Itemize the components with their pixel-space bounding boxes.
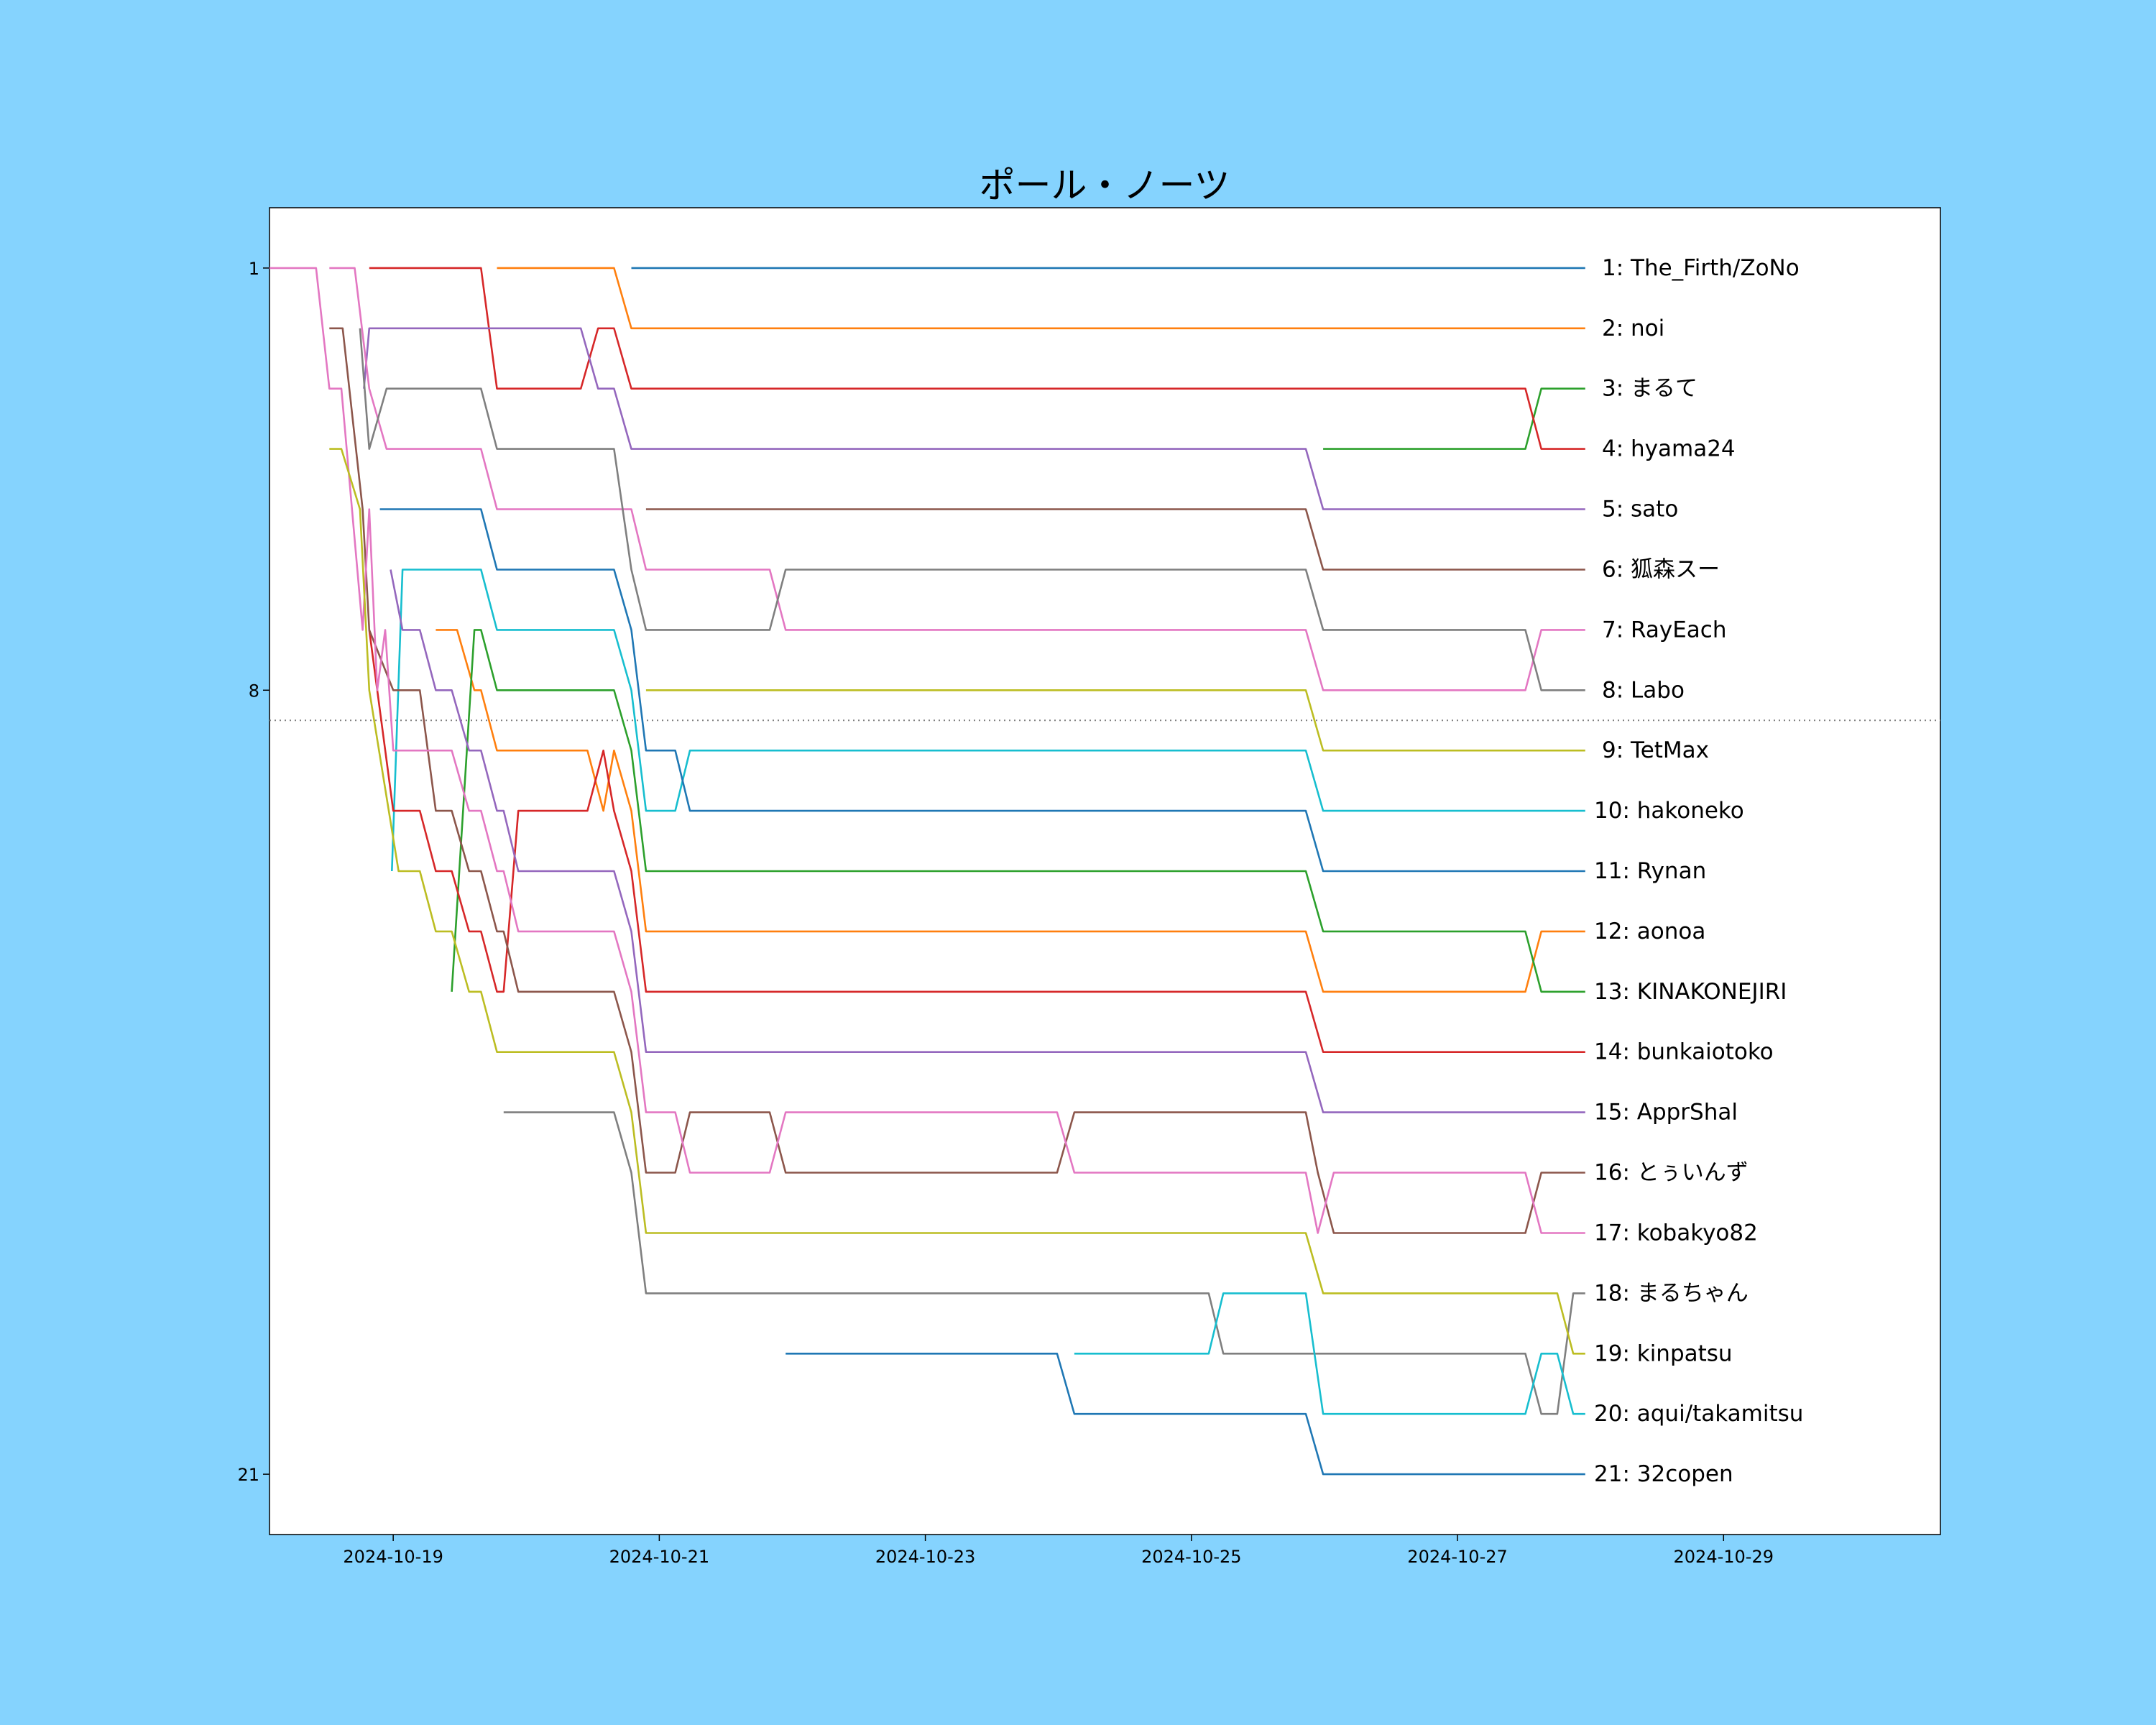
series-line-21 — [786, 1353, 1585, 1476]
series-label: 5: sato — [1602, 497, 1678, 523]
x-tick-label: 2024-10-25 — [1141, 1547, 1241, 1567]
series-line-5 — [363, 327, 1585, 510]
series-label: 16: とぅいんず — [1594, 1160, 1749, 1186]
y-tick-label: 21 — [237, 1465, 259, 1485]
x-tick-label: 2024-10-29 — [1674, 1547, 1774, 1567]
series-label: 12: aonoa — [1594, 919, 1705, 944]
series-label: 14: bunkaiotoko — [1594, 1039, 1774, 1065]
series-label: 2: noi — [1602, 316, 1664, 341]
x-tick-label: 2024-10-27 — [1407, 1547, 1507, 1567]
series-label: 9: TetMax — [1602, 737, 1709, 763]
series-label: 4: hyama24 — [1602, 436, 1736, 462]
series-line-8 — [359, 328, 1585, 691]
series-lines — [270, 267, 1585, 1476]
series-label: 8: Labo — [1602, 677, 1685, 703]
series-label: 15: ApprShal — [1594, 1100, 1738, 1126]
series-line-12 — [436, 629, 1585, 993]
series-line-2 — [497, 267, 1585, 330]
series-line-9 — [645, 689, 1585, 752]
series-label: 21: 32copen — [1594, 1461, 1733, 1487]
series-line-15 — [390, 569, 1585, 1113]
series-label: 19: kinpatsu — [1594, 1340, 1733, 1366]
series-line-10 — [391, 569, 1585, 872]
series-line-13 — [451, 629, 1585, 993]
series-line-6 — [645, 508, 1585, 571]
series-line-17 — [270, 267, 1585, 1234]
x-tick-label: 2024-10-19 — [343, 1547, 443, 1567]
chart-title: ポール・ノーツ — [980, 165, 1230, 206]
y-tick-label: 8 — [249, 681, 259, 701]
series-line-19 — [329, 448, 1585, 1355]
series-label: 7: RayEach — [1602, 617, 1727, 643]
x-axis: 2024-10-19 2024-10-21 2024-10-23 2024-10-25… — [343, 1535, 1774, 1567]
series-label: 1: The_Firth/ZoNo — [1602, 255, 1800, 281]
series-label: 20: aqui/takamitsu — [1594, 1401, 1803, 1427]
series-line-20 — [1074, 1292, 1585, 1415]
series-label: 11: Rynan — [1594, 858, 1706, 884]
series-label: 6: 狐森スー — [1602, 556, 1720, 582]
x-tick-label: 2024-10-23 — [875, 1547, 975, 1567]
series-line-11 — [379, 508, 1585, 873]
series-label: 17: kobakyo82 — [1594, 1220, 1758, 1246]
series-label: 10: hakoneko — [1594, 798, 1744, 824]
series-end-labels: 1: The_Firth/ZoNo 2: noi 3: まるて 4: hyama24 5… — [1594, 255, 1803, 1487]
series-line-7 — [329, 267, 1585, 691]
x-tick-label: 2024-10-21 — [609, 1547, 709, 1567]
series-label: 18: まるちゃん — [1594, 1280, 1749, 1306]
y-tick-label: 1 — [249, 259, 259, 279]
series-label: 13: KINAKONEJIRI — [1594, 979, 1787, 1005]
series-line-16 — [329, 327, 1585, 1234]
series-label: 3: まるて — [1602, 376, 1697, 402]
